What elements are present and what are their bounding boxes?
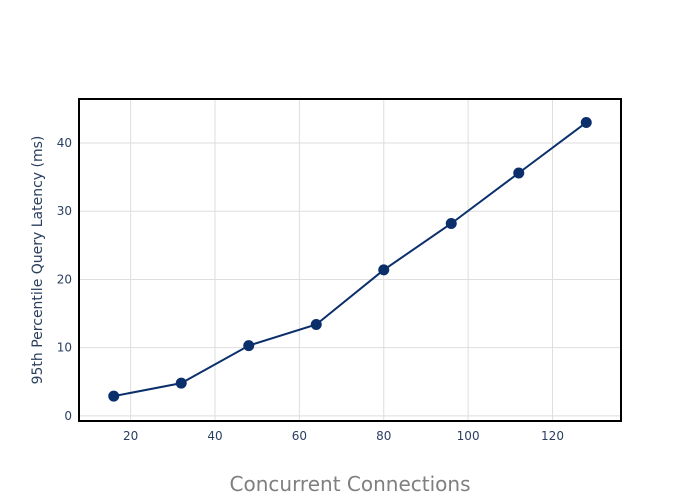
data-point [108,390,120,402]
data-point [310,318,322,330]
x-axis-ticks: 20 40 60 80 100 120 [123,429,564,443]
x-tick-label: 60 [292,429,307,443]
x-tick-label: 80 [376,429,391,443]
data-point [175,377,187,389]
data-point [378,264,390,276]
y-tick-label: 0 [64,409,72,423]
series-layer [108,117,592,402]
x-tick-label: 120 [541,429,564,443]
x-tick-label: 40 [207,429,222,443]
y-tick-label: 20 [57,272,72,286]
y-axis-ticks: 0 10 20 30 40 [57,136,72,423]
plot-frame [78,98,622,422]
data-point [243,340,255,352]
y-tick-label: 10 [57,341,72,355]
x-tick-label: 100 [457,429,480,443]
y-axis-title: 95th Percentile Query Latency (ms) [30,136,46,385]
data-point [580,117,592,129]
x-tick-label: 20 [123,429,138,443]
data-point [445,217,457,229]
y-tick-label: 30 [57,204,72,218]
x-axis-title: Concurrent Connections [230,472,471,496]
grid-lines [80,100,620,420]
data-point [513,167,525,179]
y-tick-label: 40 [57,136,72,150]
series-line [113,121,587,398]
